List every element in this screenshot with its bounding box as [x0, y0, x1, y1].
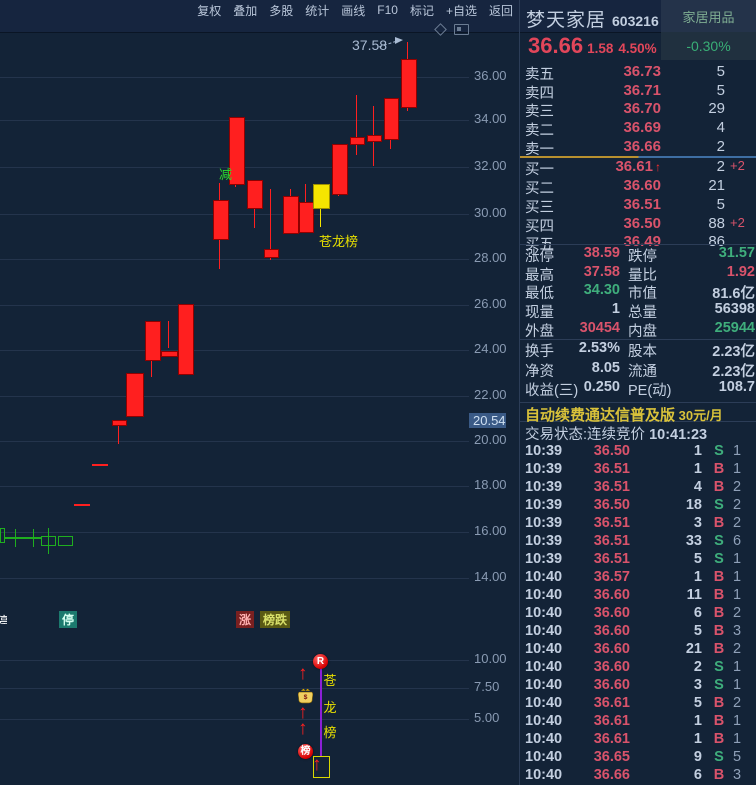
svg-text:$: $: [304, 694, 308, 701]
